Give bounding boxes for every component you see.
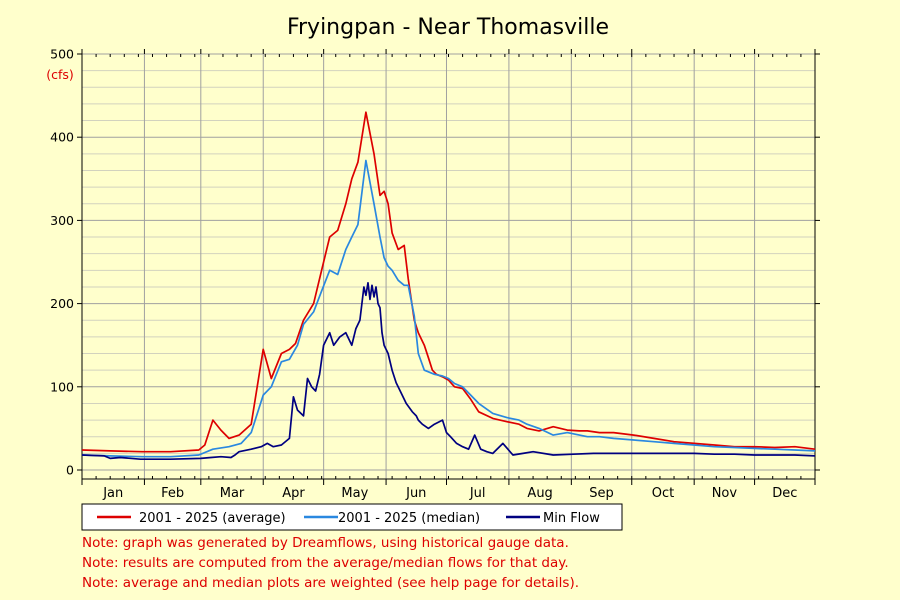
month-label-jan: Jan [102,486,123,501]
note-line-2: Note: results are computed from the aver… [82,555,569,571]
month-label-sep: Sep [589,486,614,501]
month-label-dec: Dec [772,486,797,501]
chart-title: Fryingpan - Near Thomasville [287,15,609,40]
y-tick-label: 0 [66,463,74,478]
legend-label-1: 2001 - 2025 (median) [338,511,480,526]
month-label-mar: Mar [220,486,245,501]
y-tick-label: 300 [50,213,74,228]
y-tick-label: 400 [50,130,74,145]
month-label-feb: Feb [161,486,184,501]
chart-axes [77,49,820,485]
chart-series [81,111,816,461]
note-line-3: Note: average and median plots are weigh… [82,575,580,591]
series-line-2 [81,281,816,461]
series-line-1 [81,159,816,458]
month-label-jul: Jul [469,486,486,501]
month-label-jun: Jun [405,486,426,501]
chart-grid [81,53,816,479]
month-label-apr: Apr [282,486,305,501]
y-tick-label: 500 [50,47,74,62]
legend-label-2: Min Flow [543,511,600,526]
note-line-1: Note: graph was generated by Dreamflows,… [82,535,569,551]
legend-label-0: 2001 - 2025 (average) [139,511,286,526]
series-line-0 [81,111,816,453]
month-label-oct: Oct [652,486,674,501]
y-tick-label: 200 [50,296,74,311]
y-axis-label: (cfs) [46,67,74,82]
chart-legend: 2001 - 2025 (average) 2001 - 2025 (median… [81,503,623,531]
chart-tick-labels: 0 100 200 300 400 500 Jan Feb Mar Apr May Jun Jul Aug… [50,47,797,502]
y-tick-label: 100 [50,379,74,394]
month-label-may: May [341,486,368,501]
month-label-aug: Aug [527,486,552,501]
month-label-nov: Nov [712,486,738,501]
